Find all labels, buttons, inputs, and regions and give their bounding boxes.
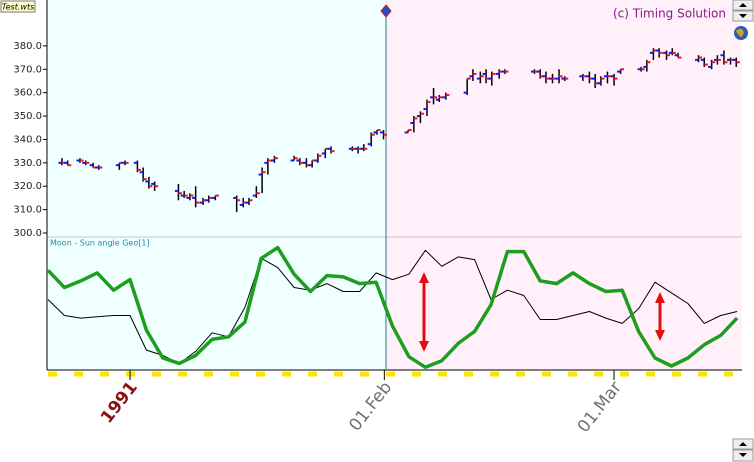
y-tick-label: 310.0 <box>13 205 42 216</box>
arrow-icon <box>739 14 747 18</box>
y-tick-label: 370.0 <box>13 64 42 75</box>
scroll-controls[interactable] <box>732 0 754 462</box>
future-zone <box>386 0 742 370</box>
copyright: (c) Timing Solution <box>613 7 726 21</box>
arrow-icon <box>739 453 747 457</box>
file-label[interactable]: Test.wts <box>2 3 35 12</box>
arrow-icon <box>739 3 747 7</box>
globe-land[interactable] <box>736 28 744 37</box>
y-tick-label: 340.0 <box>13 134 42 145</box>
arrow-icon <box>739 442 747 446</box>
annotation-arrows <box>419 272 665 352</box>
y-tick-label: 350.0 <box>13 111 42 122</box>
past-zone <box>48 0 386 370</box>
y-tick-label: 320.0 <box>13 181 42 192</box>
indicator-line <box>46 245 739 370</box>
file-label-box[interactable] <box>0 0 36 13</box>
arrow-heads <box>655 292 665 341</box>
y-tick-label: 360.0 <box>13 88 42 99</box>
y-tick-label: 380.0 <box>13 41 42 52</box>
y-tick-label: 300.0 <box>13 228 42 239</box>
indicator-title: Moon - Sun angle Geo[1] <box>50 239 150 248</box>
globe-button[interactable] <box>734 26 748 40</box>
cursor-marker[interactable] <box>380 4 392 18</box>
y-tick-label: 330.0 <box>13 158 42 169</box>
